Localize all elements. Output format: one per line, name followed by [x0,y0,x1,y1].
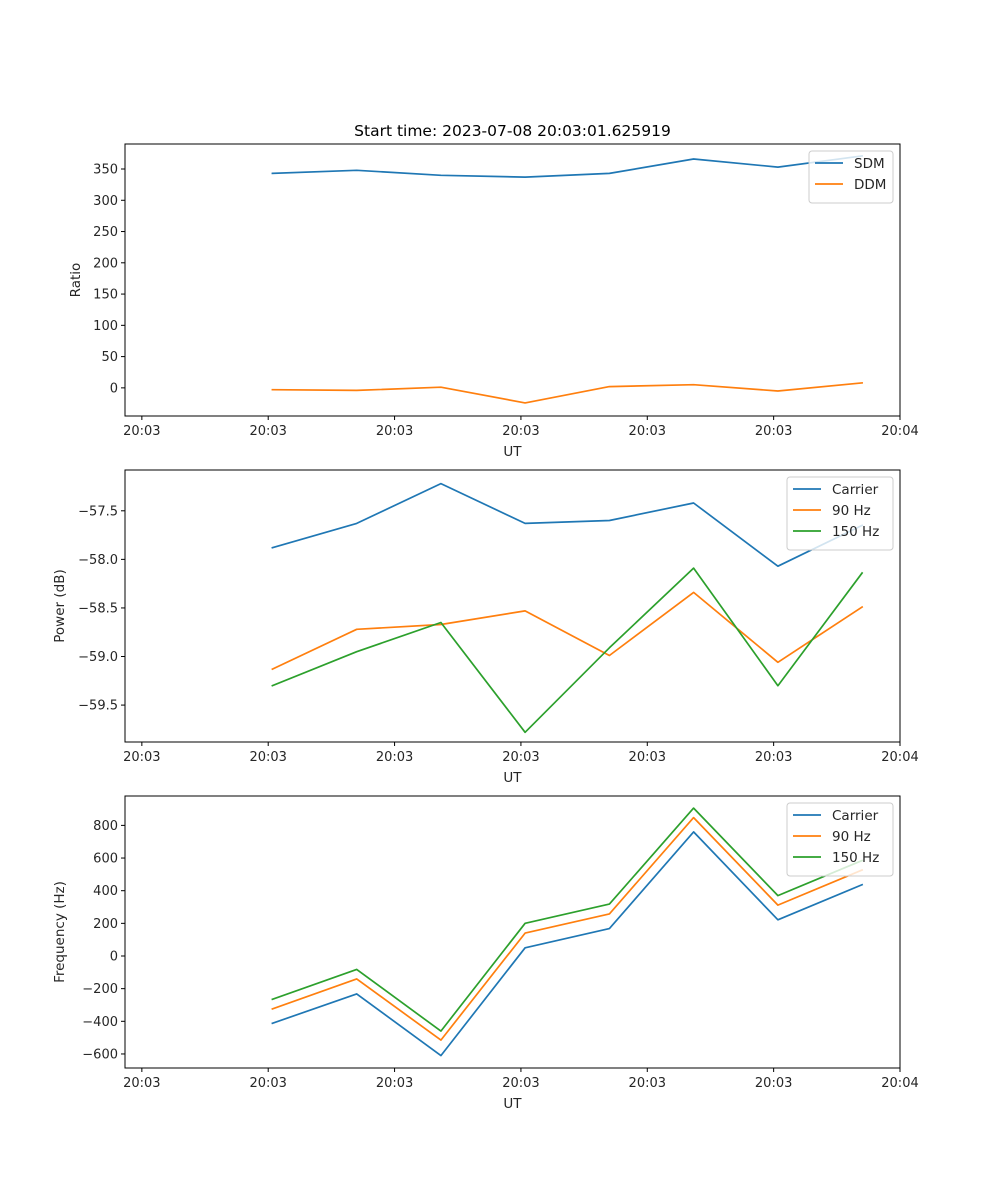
y-tick-label: 600 [93,852,118,867]
y-tick-label: 0 [110,381,118,396]
y-tick-label: −400 [82,1015,118,1030]
x-tick-label: 20:03 [123,424,160,439]
x-tick-label: 20:03 [755,424,792,439]
y-tick-label: 250 [93,225,118,240]
x-tick-label: 20:03 [249,424,286,439]
x-tick-label: 20:03 [376,1076,413,1091]
y-tick-label: 200 [93,917,118,932]
y-tick-label: −600 [82,1047,118,1062]
panel-ratio: 0 50 100 150 200 250 300 350 20:03 20:03 20:03 20:0… [68,143,919,460]
x-tick-label: 20:03 [376,750,413,765]
panel-frequency: −600 −400 −200 0 200 400 600 800 20:03 20:03 20:03… [52,795,919,1112]
y-tick-label: 800 [93,819,118,834]
y-tick-label: 100 [93,319,118,334]
legend-box [808,150,894,204]
y-tick-label: −59.5 [78,699,118,714]
legend-label: 90 Hz [832,829,871,845]
y-tick-label: −58.5 [78,601,118,616]
x-tick-label: 20:03 [502,424,539,439]
series-line-150-hz [271,567,864,734]
y-tick-label: 200 [93,256,118,271]
x-axis-label: UT [503,1096,522,1112]
x-tick-label: 20:03 [123,1076,160,1091]
legend-label: SDM [854,156,885,172]
legend-label: Carrier [832,482,879,498]
y-axis-label: Frequency (Hz) [52,881,68,983]
y-tick-label: 300 [93,194,118,209]
x-tick-label: 20:03 [755,750,792,765]
y-axis-label: Ratio [68,263,84,298]
x-tick-label: 20:03 [755,1076,792,1091]
panel-power: −59.5 −59.0 −58.5 −58.0 −57.5 20:03 20:03 20:03… [52,469,919,786]
series-line-ddm [271,381,864,404]
legend-label: 90 Hz [832,503,871,519]
series-line-sdm [271,154,864,178]
x-tick-label: 20:03 [249,1076,286,1091]
y-tick-label: 150 [93,288,118,303]
y-tick-label: 350 [93,163,118,178]
y-tick-label: −59.0 [78,650,118,665]
x-tick-label: 20:03 [629,424,666,439]
series-line-90-hz [271,816,864,1041]
legend-label: DDM [854,177,886,193]
x-tick-label: 20:03 [502,750,539,765]
axes-frame [124,795,901,1069]
series-line-90-hz [271,591,864,671]
x-axis-label: UT [503,770,522,786]
x-tick-label: 20:03 [376,424,413,439]
y-tick-label: 0 [110,950,118,965]
x-tick-label: 20:03 [502,1076,539,1091]
series-line-carrier [271,831,864,1057]
x-tick-label: 20:03 [123,750,160,765]
x-tick-label: 20:04 [881,750,918,765]
y-tick-label: −200 [82,982,118,997]
series-line-carrier [271,482,864,568]
figure-title: Start time: 2023-07-08 20:03:01.625919 [354,122,671,140]
y-tick-label: 400 [93,884,118,899]
legend-label: 150 Hz [832,850,879,866]
x-tick-label: 20:03 [629,750,666,765]
legend-label: Carrier [832,808,879,824]
y-axis-label: Power (dB) [52,569,68,642]
x-tick-label: 20:04 [881,1076,918,1091]
legend-label: 150 Hz [832,524,879,540]
y-tick-label: −57.5 [78,504,118,519]
x-tick-label: 20:03 [249,750,286,765]
series-line-150-hz [271,807,864,1032]
x-tick-label: 20:04 [881,424,918,439]
axes-frame [124,143,901,417]
axes-frame [124,469,901,743]
y-tick-label: −58.0 [78,553,118,568]
x-axis-label: UT [503,444,522,460]
x-tick-label: 20:03 [629,1076,666,1091]
y-tick-label: 50 [101,350,118,365]
